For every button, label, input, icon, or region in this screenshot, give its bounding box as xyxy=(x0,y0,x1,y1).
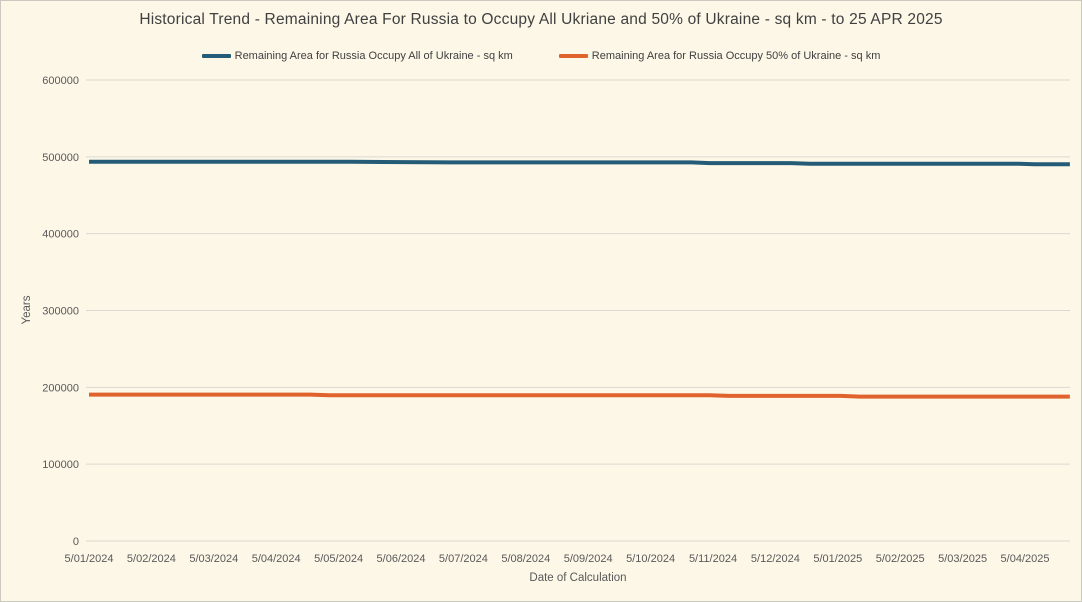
x-tick-label: 5/02/2025 xyxy=(876,553,925,565)
legend-item-all-ukraine[interactable]: Remaining Area for Russia Occupy All of … xyxy=(201,50,513,62)
x-tick-label: 5/04/2024 xyxy=(252,553,301,565)
x-tick-label: 5/03/2025 xyxy=(938,553,987,565)
legend-label-all-ukraine: Remaining Area for Russia Occupy All of … xyxy=(234,50,513,62)
legend-swatch-50pct-ukraine-icon xyxy=(558,54,588,58)
legend-label-50pct-ukraine: Remaining Area for Russia Occupy 50% of … xyxy=(591,50,881,62)
y-tick-label: 200000 xyxy=(42,382,79,394)
x-tick-label: 5/09/2024 xyxy=(564,553,613,565)
series-line-50pct-ukraine[interactable] xyxy=(89,392,1070,399)
x-tick-label: 5/11/2024 xyxy=(689,553,737,565)
x-tick-label: 5/01/2024 xyxy=(65,553,114,565)
chart-title: Historical Trend - Remaining Area For Ru… xyxy=(139,11,943,28)
series-line-all-ukraine[interactable] xyxy=(89,159,1070,167)
y-tick-label: 100000 xyxy=(42,459,79,471)
y-tick-label: 0 xyxy=(73,536,79,548)
x-tick-label: 5/01/2025 xyxy=(813,553,862,565)
x-tick-label: 5/04/2025 xyxy=(1001,553,1050,565)
x-tick-label: 5/03/2024 xyxy=(189,553,238,565)
y-tick-label: 600000 xyxy=(42,75,79,87)
x-axis-title: Date of Calculation xyxy=(529,572,627,584)
legend-swatch-all-ukraine-icon xyxy=(201,54,231,58)
y-tick-label: 500000 xyxy=(42,152,79,164)
x-tick-label: 5/10/2024 xyxy=(626,553,675,565)
y-tick-label: 300000 xyxy=(42,306,79,318)
legend-item-50pct-ukraine[interactable]: Remaining Area for Russia Occupy 50% of … xyxy=(558,50,881,62)
y-tick-label: 400000 xyxy=(42,229,79,241)
legend: Remaining Area for Russia Occupy All of … xyxy=(1,50,1081,62)
x-tick-label: 5/12/2024 xyxy=(751,553,800,565)
x-tick-label: 5/02/2024 xyxy=(127,553,176,565)
x-tick-label: 5/08/2024 xyxy=(501,553,550,565)
x-tick-label: 5/07/2024 xyxy=(439,553,488,565)
x-tick-label: 5/05/2024 xyxy=(314,553,363,565)
x-tick-label: 5/06/2024 xyxy=(377,553,426,565)
